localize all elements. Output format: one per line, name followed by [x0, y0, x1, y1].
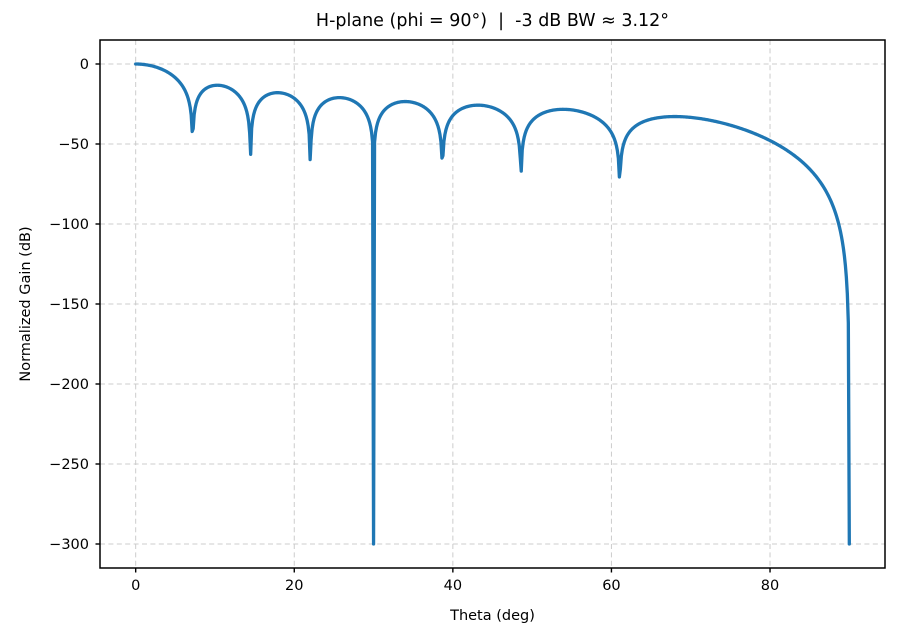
- y-tick-label-0: 0: [80, 57, 89, 73]
- h-plane-gain-curve: [134, 62, 851, 546]
- grid-lines: [100, 40, 885, 568]
- y-tick-label--250: −250: [49, 457, 89, 473]
- x-axis-label: Theta (deg): [449, 608, 535, 624]
- x-tick-label-20: 20: [285, 578, 303, 594]
- axis-tick-labels: 0 20 40 60 80 0 −50 −100 −150 −200 −250 −300: [49, 57, 779, 594]
- x-tick-label-40: 40: [444, 578, 462, 594]
- y-tick-label--150: −150: [49, 297, 89, 313]
- y-tick-label--300: −300: [49, 537, 89, 553]
- chart-title: H-plane (phi = 90°) | -3 dB BW ≈ 3.12°: [316, 11, 669, 31]
- y-tick-label--100: −100: [49, 217, 89, 233]
- x-tick-label-60: 60: [602, 578, 620, 594]
- x-tick-label-0: 0: [131, 578, 140, 594]
- y-tick-label--200: −200: [49, 377, 89, 393]
- axis-tick-marks: [95, 63, 771, 573]
- x-tick-label-80: 80: [761, 578, 779, 594]
- pattern-curve-group: [134, 62, 851, 546]
- y-axis-label: Normalized Gain (dB): [18, 226, 34, 381]
- y-tick-label--50: −50: [58, 137, 89, 153]
